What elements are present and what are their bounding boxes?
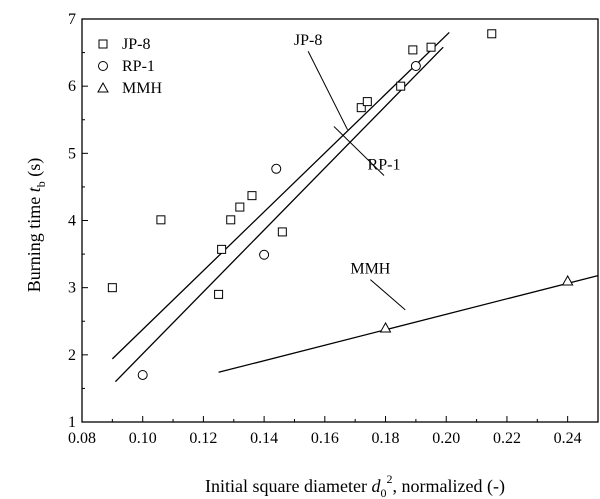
data-point-jp-8 bbox=[356, 103, 366, 113]
legend-label-mmh: MMH bbox=[122, 80, 162, 97]
y-tick-label: 1 bbox=[68, 414, 76, 431]
x-axis-label: Initial square diameter d02, normalized … bbox=[205, 472, 505, 499]
legend-marker-rp-1 bbox=[98, 61, 108, 71]
y-tick-label: 3 bbox=[68, 280, 76, 297]
x-tick-label: 0.08 bbox=[68, 430, 96, 447]
data-point-jp-8 bbox=[426, 42, 436, 52]
data-point-jp-8 bbox=[235, 202, 245, 212]
x-tick-label: 0.16 bbox=[311, 430, 339, 447]
x-tick-label: 0.18 bbox=[372, 430, 400, 447]
data-point-jp-8 bbox=[277, 227, 287, 237]
data-point-jp-8 bbox=[487, 29, 497, 39]
annotation-leader-rp-1 bbox=[333, 126, 385, 176]
data-point-jp-8 bbox=[217, 244, 227, 254]
y-tick-label: 5 bbox=[68, 145, 76, 162]
legend-label-rp-1: RP-1 bbox=[122, 58, 155, 75]
fit-line-rp-1 bbox=[114, 46, 444, 383]
annotation-label-mmh: MMH bbox=[350, 261, 390, 278]
data-point-mmh bbox=[561, 274, 574, 286]
annotation-label-jp-8: JP-8 bbox=[294, 32, 322, 49]
x-tick-label: 0.20 bbox=[432, 430, 460, 447]
y-tick-label: 6 bbox=[68, 78, 76, 95]
axis-ticks: 0.08 0.10 0.12 0.14 0.16 0.18 0.20 0.22 0.24 1 2 3 4… bbox=[68, 11, 582, 447]
data-point-jp-8 bbox=[226, 215, 236, 225]
data-point-rp-1 bbox=[137, 369, 148, 380]
x-tick-label: 0.12 bbox=[189, 430, 217, 447]
data-point-jp-8 bbox=[107, 283, 117, 293]
y-axis-label: Burning time tb (s) bbox=[24, 158, 48, 293]
annotation-leader-jp-8 bbox=[307, 51, 349, 131]
x-tick-label: 0.14 bbox=[250, 430, 278, 447]
legend-marker-jp-8 bbox=[98, 39, 108, 49]
fit-line-mmh bbox=[218, 274, 599, 373]
annotations: JP-8 RP-1 MMH bbox=[294, 32, 406, 311]
data-point-jp-8 bbox=[362, 97, 372, 107]
x-tick-label: 0.22 bbox=[493, 430, 521, 447]
legend: JP-8 RP-1 MMH bbox=[97, 36, 162, 97]
legend-marker-mmh bbox=[97, 81, 109, 93]
data-point-mmh bbox=[379, 321, 392, 333]
data-point-jp-8 bbox=[408, 45, 418, 55]
x-tick-label: 0.24 bbox=[554, 430, 582, 447]
y-tick-label: 4 bbox=[68, 213, 76, 230]
fit-line-jp-8 bbox=[111, 31, 450, 360]
data-point-jp-8 bbox=[247, 191, 257, 201]
fit-lines bbox=[111, 31, 599, 383]
x-tick-label: 0.10 bbox=[129, 430, 157, 447]
annotation-label-rp-1: RP-1 bbox=[368, 156, 401, 173]
data-point-rp-1 bbox=[410, 61, 421, 72]
y-tick-label: 2 bbox=[68, 347, 76, 364]
y-tick-label: 7 bbox=[68, 11, 76, 28]
legend-label-jp-8: JP-8 bbox=[122, 36, 150, 53]
data-points bbox=[107, 29, 574, 380]
annotation-leader-mmh bbox=[370, 279, 406, 311]
data-point-jp-8 bbox=[156, 215, 166, 225]
data-point-jp-8 bbox=[396, 81, 406, 91]
data-point-rp-1 bbox=[259, 249, 270, 260]
data-point-jp-8 bbox=[214, 289, 224, 299]
data-point-rp-1 bbox=[271, 163, 282, 174]
